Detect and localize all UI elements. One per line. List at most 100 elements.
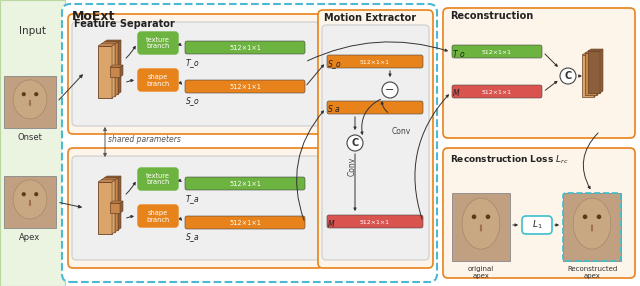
Text: $M$: $M$ — [452, 87, 460, 98]
Bar — [101, 180, 115, 232]
Bar — [588, 51, 600, 93]
Text: C: C — [564, 71, 572, 81]
Text: original
apex: original apex — [468, 266, 494, 279]
Circle shape — [34, 192, 38, 196]
FancyBboxPatch shape — [443, 8, 635, 138]
Text: $S\_o$: $S\_o$ — [185, 95, 200, 108]
Bar — [582, 55, 594, 97]
Bar — [101, 44, 115, 96]
Text: 512×1×1: 512×1×1 — [482, 49, 512, 55]
FancyBboxPatch shape — [327, 215, 423, 228]
FancyArrow shape — [480, 225, 482, 231]
Polygon shape — [120, 201, 123, 213]
FancyBboxPatch shape — [72, 22, 319, 126]
Circle shape — [22, 92, 26, 96]
Polygon shape — [104, 40, 121, 42]
Bar — [104, 42, 118, 94]
FancyBboxPatch shape — [138, 168, 178, 190]
Polygon shape — [112, 44, 115, 98]
Polygon shape — [600, 49, 603, 93]
Text: Conv: Conv — [392, 126, 412, 136]
Bar — [110, 203, 120, 213]
Bar — [4, 76, 56, 128]
Text: −: − — [385, 85, 395, 95]
Polygon shape — [110, 201, 123, 203]
Polygon shape — [98, 44, 115, 46]
Bar — [104, 178, 118, 230]
Bar — [452, 193, 510, 261]
Bar — [563, 193, 621, 261]
Bar — [585, 53, 597, 95]
Polygon shape — [585, 51, 600, 53]
Bar — [0, 0, 65, 286]
Polygon shape — [115, 42, 118, 96]
Circle shape — [347, 135, 363, 151]
FancyBboxPatch shape — [68, 14, 323, 134]
Text: $T\_o$: $T\_o$ — [185, 57, 200, 70]
Polygon shape — [115, 178, 118, 232]
Polygon shape — [101, 178, 118, 180]
FancyBboxPatch shape — [72, 156, 319, 260]
Circle shape — [34, 92, 38, 96]
FancyBboxPatch shape — [62, 4, 437, 282]
Polygon shape — [101, 42, 118, 44]
FancyBboxPatch shape — [522, 216, 552, 234]
Bar — [110, 67, 120, 77]
Bar — [98, 46, 112, 98]
Bar — [4, 176, 56, 228]
Text: shape
branch: shape branch — [147, 74, 170, 86]
Polygon shape — [582, 53, 597, 55]
Text: Onset: Onset — [17, 134, 42, 142]
Circle shape — [582, 214, 588, 219]
FancyBboxPatch shape — [138, 32, 178, 54]
Ellipse shape — [462, 198, 500, 249]
Text: Conv: Conv — [348, 156, 357, 176]
Text: shape
branch: shape branch — [147, 210, 170, 223]
Polygon shape — [118, 176, 121, 230]
Polygon shape — [597, 51, 600, 95]
FancyBboxPatch shape — [452, 85, 542, 98]
Text: Feature Separator: Feature Separator — [74, 19, 175, 29]
Text: 512×1×1: 512×1×1 — [360, 59, 390, 65]
Text: Motion Extractor: Motion Extractor — [324, 13, 416, 23]
Ellipse shape — [13, 80, 47, 119]
FancyBboxPatch shape — [185, 177, 305, 190]
Ellipse shape — [573, 198, 611, 249]
Text: MoExt: MoExt — [72, 9, 115, 23]
FancyBboxPatch shape — [452, 45, 542, 58]
Text: texture
branch: texture branch — [146, 172, 170, 186]
Polygon shape — [120, 65, 123, 77]
Text: 512×1×1: 512×1×1 — [229, 181, 261, 187]
Polygon shape — [588, 49, 603, 51]
Text: $S\ a$: $S\ a$ — [327, 103, 340, 114]
FancyArrow shape — [591, 225, 593, 231]
Text: Input: Input — [19, 26, 45, 36]
Circle shape — [472, 214, 476, 219]
Text: Reconstruction: Reconstruction — [450, 11, 533, 21]
FancyBboxPatch shape — [138, 205, 178, 227]
FancyBboxPatch shape — [322, 25, 429, 260]
FancyArrow shape — [29, 200, 31, 206]
Bar — [98, 182, 112, 234]
Ellipse shape — [13, 180, 47, 219]
FancyArrow shape — [29, 100, 31, 106]
Circle shape — [486, 214, 490, 219]
Text: Reconstructed
apex: Reconstructed apex — [567, 266, 617, 279]
Text: 512×1×1: 512×1×1 — [229, 84, 261, 90]
FancyBboxPatch shape — [68, 148, 323, 268]
Circle shape — [382, 82, 398, 98]
Text: $M$: $M$ — [327, 218, 335, 229]
Text: Apex: Apex — [19, 233, 40, 243]
FancyBboxPatch shape — [138, 69, 178, 91]
Text: $L_1$: $L_1$ — [532, 219, 542, 231]
Text: $T\ o$: $T\ o$ — [452, 48, 465, 59]
FancyBboxPatch shape — [185, 80, 305, 93]
Text: shared parameters: shared parameters — [108, 136, 180, 144]
Text: 512×1×1: 512×1×1 — [360, 219, 390, 225]
FancyBboxPatch shape — [443, 148, 635, 278]
Polygon shape — [110, 65, 123, 67]
Text: $S\_o$: $S\_o$ — [327, 58, 342, 71]
Polygon shape — [112, 180, 115, 234]
Text: $S\_a$: $S\_a$ — [185, 231, 200, 244]
FancyBboxPatch shape — [327, 101, 423, 114]
